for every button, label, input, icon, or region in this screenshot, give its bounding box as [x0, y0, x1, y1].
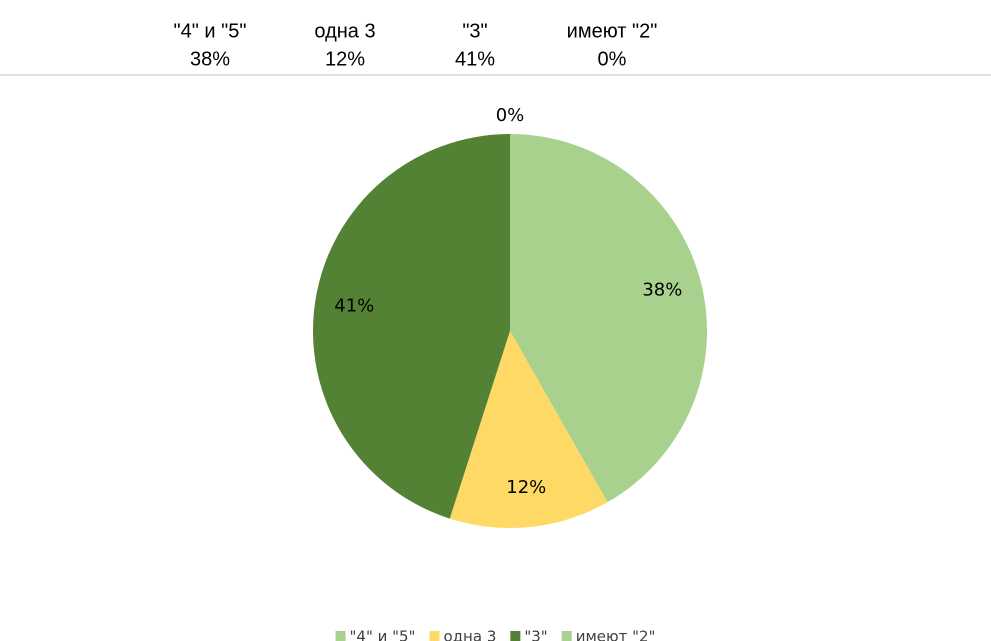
- legend-swatch: [335, 631, 346, 641]
- data-label: 41%: [334, 296, 374, 317]
- header-value: 0%: [598, 48, 627, 70]
- header-value: 41%: [455, 48, 495, 70]
- pie-slice: [312, 134, 510, 519]
- legend-swatch: [429, 631, 440, 641]
- data-label: 0%: [496, 105, 525, 126]
- legend-swatch: [561, 631, 572, 641]
- pie-slice: [510, 134, 707, 503]
- header-label: "3": [462, 20, 487, 42]
- pie-slice: [449, 331, 608, 528]
- legend-label: "3": [524, 628, 547, 641]
- header-label: имеют "2": [567, 20, 658, 42]
- data-label: 38%: [642, 280, 682, 301]
- data-label: 12%: [506, 477, 546, 498]
- legend-label: одна 3: [444, 628, 497, 641]
- header-label: "4" и "5": [174, 20, 247, 42]
- header-value: 12%: [325, 48, 365, 70]
- header-label: одна 3: [314, 20, 375, 42]
- legend-swatch: [510, 631, 521, 641]
- legend-label: имеют "2": [576, 628, 656, 641]
- legend-label: "4" и "5": [350, 628, 416, 641]
- header-value: 38%: [190, 48, 230, 70]
